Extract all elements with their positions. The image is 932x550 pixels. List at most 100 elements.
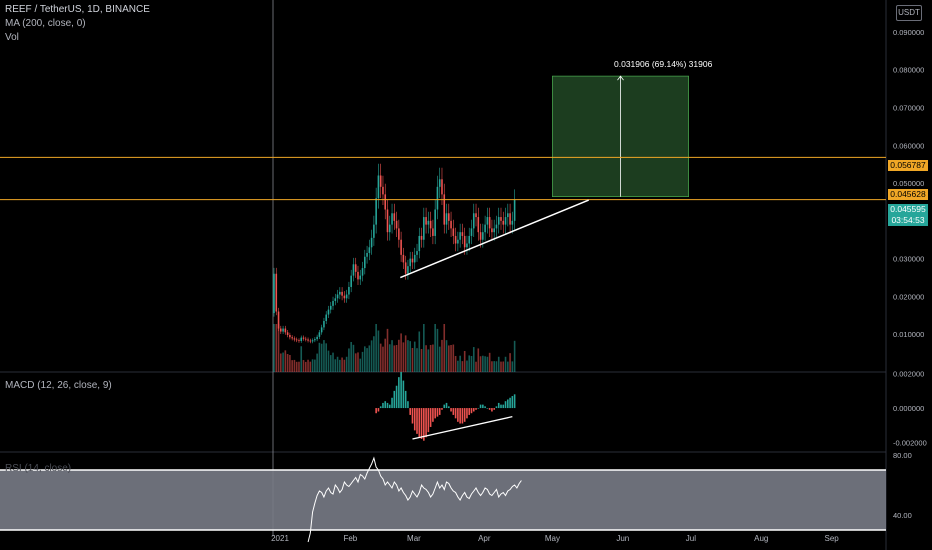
time-axis-tick-label: Mar (407, 534, 421, 543)
candle-body (364, 256, 366, 269)
volume-bar (329, 355, 332, 372)
volume-bar (364, 346, 366, 372)
candle-body (479, 232, 482, 240)
volume-bar (379, 343, 382, 372)
macd-histogram-bar (507, 399, 509, 409)
volume-bar (309, 361, 312, 372)
candle-body (393, 213, 396, 221)
ma-indicator-label[interactable]: MA (200, close, 0) (5, 18, 86, 29)
candle-body (359, 275, 362, 280)
candle-body (379, 175, 382, 187)
candle-body (504, 217, 507, 225)
candle-body (443, 194, 446, 225)
candle-body (352, 264, 355, 276)
volume-bar (391, 340, 393, 372)
volume-bar (488, 352, 491, 372)
volume-bar (302, 360, 305, 372)
candle-body (509, 213, 511, 225)
candle-body (339, 291, 341, 295)
candle-body (382, 186, 384, 195)
candle-body (336, 294, 339, 299)
candle-body (459, 232, 461, 240)
macd-histogram-bar (393, 390, 396, 409)
volume-bar (359, 358, 362, 372)
macd-histogram-bar (400, 372, 402, 409)
candle-body (413, 254, 416, 263)
price-axis-tick-label: 0.020000 (893, 292, 924, 301)
rsi-indicator-label[interactable]: RSI (14, close) (5, 463, 72, 474)
volume-bar (495, 361, 498, 372)
macd-histogram-bar (377, 408, 380, 412)
volume-bar (323, 340, 325, 372)
volume-bar (325, 343, 328, 372)
volume-bar (450, 345, 452, 372)
candle-body (286, 332, 289, 335)
volume-bar (300, 346, 303, 372)
macd-histogram-bar (425, 408, 427, 438)
candle-body (445, 213, 448, 225)
candle-body (407, 266, 409, 274)
volume-bar (468, 355, 471, 372)
candle-body (409, 258, 411, 267)
volume-indicator-label[interactable]: Vol (5, 32, 19, 43)
macd-indicator-label[interactable]: MACD (12, 26, close, 9) (5, 380, 112, 391)
macd-histogram-bar (504, 401, 507, 409)
measure-arrow-head (617, 75, 624, 81)
candle-body (289, 334, 291, 338)
macd-histogram-bar (436, 408, 439, 417)
volume-bar (441, 339, 443, 372)
macd-histogram-bar (463, 408, 466, 422)
volume-bar (377, 330, 380, 372)
volume-bar (504, 356, 507, 372)
volume-bar (482, 355, 484, 372)
volume-bar (484, 356, 486, 372)
candle-body (300, 337, 303, 342)
macd-histogram-bar (484, 406, 486, 409)
candle-body (468, 235, 471, 244)
volume-bar (293, 359, 296, 372)
volume-bar (316, 353, 318, 372)
volume-bar (320, 343, 323, 372)
macd-histogram-bar (402, 380, 405, 409)
volume-bar (370, 340, 373, 372)
volume-bar (486, 356, 489, 372)
volume-bar (291, 360, 293, 372)
macd-histogram-bar (391, 397, 393, 409)
candle-body (304, 338, 307, 340)
candle-body (416, 251, 418, 255)
candle-body (491, 228, 493, 233)
volume-bar (400, 333, 402, 372)
candle-body (295, 339, 298, 341)
trend-line (400, 199, 590, 279)
price-axis-tick-label: 0.090000 (893, 28, 924, 37)
volume-bar (502, 361, 505, 372)
volume-bar (284, 350, 287, 372)
macd-histogram-bar (491, 408, 493, 412)
candle-body (402, 254, 405, 263)
volume-bar (273, 324, 275, 372)
macd-axis-tick-label: 0.000000 (893, 404, 924, 413)
candle-body (400, 239, 402, 255)
volume-bar (348, 348, 350, 372)
volume-bar (275, 324, 278, 372)
macd-histogram-bar (384, 401, 387, 409)
macd-histogram-bar (479, 404, 482, 409)
price-badge-countdown: 03:54:53 (888, 215, 928, 226)
symbol-title[interactable]: REEF / TetherUS, 1D, BINANCE (5, 4, 150, 15)
volume-bar (436, 328, 439, 372)
candle-body (513, 199, 516, 221)
candle-body (450, 220, 452, 229)
macd-histogram-bar (413, 408, 416, 431)
volume-bar (413, 341, 416, 372)
currency-button[interactable]: USDT (896, 5, 922, 21)
volume-bar (475, 361, 477, 372)
rsi-band (0, 470, 886, 530)
candle-body (507, 213, 509, 218)
volume-bar (445, 340, 448, 372)
macd-histogram-bar (375, 408, 377, 414)
volume-bar (509, 353, 511, 372)
volume-bar (318, 342, 321, 372)
candle-body (463, 235, 466, 248)
candle-body (309, 340, 312, 342)
